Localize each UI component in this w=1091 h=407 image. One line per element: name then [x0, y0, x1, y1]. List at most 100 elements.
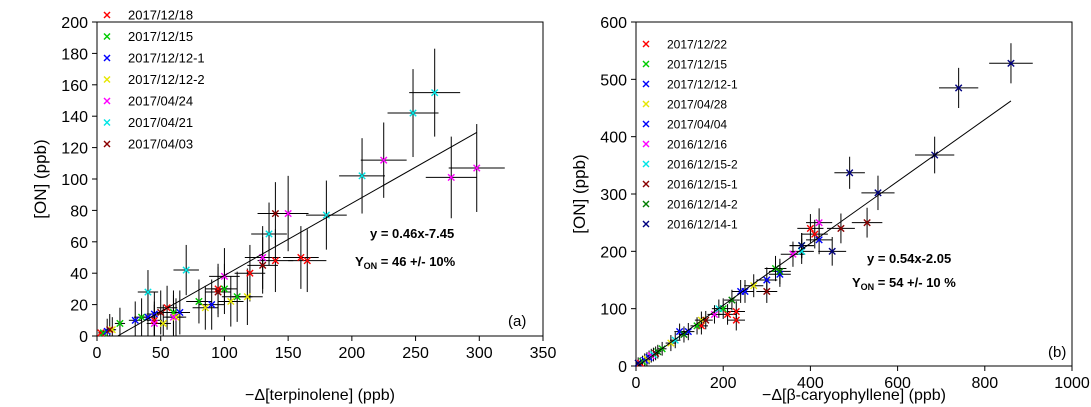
data-point: [789, 250, 797, 258]
data-point: [430, 88, 439, 97]
data-point-stroke: [634, 359, 642, 367]
data-point-stroke: [116, 319, 124, 328]
data-point-stroke: [954, 84, 963, 92]
data-point: [736, 287, 745, 296]
legend-entry: 2017/04/21: [128, 115, 193, 130]
x-axis-label: −Δ[β-caryophyllene] (ppb): [762, 387, 946, 404]
legend-marker-stroke: [642, 60, 650, 68]
legend-marker-stroke: [642, 80, 650, 88]
x-tick-label: 50: [152, 345, 170, 362]
legend-entry: 2017/12/18: [128, 8, 193, 23]
data-point: [680, 330, 688, 339]
data-point: [776, 270, 784, 278]
data-point-stroke: [776, 270, 784, 278]
data-point: [845, 169, 854, 177]
legend-marker-stroke: [103, 97, 111, 105]
data-point: [106, 326, 114, 334]
data-point-stroke: [358, 172, 366, 180]
data-point: [797, 247, 806, 256]
legend-entry: 2017/12/12-2: [128, 72, 205, 87]
y-tick-label: 200: [61, 15, 88, 32]
y-tick-label: 600: [600, 15, 627, 32]
y-tick-label: 100: [61, 172, 88, 189]
panel-label: (b): [1048, 344, 1066, 361]
data-point-stroke: [214, 288, 222, 296]
fit-line: [637, 100, 1012, 367]
data-point-stroke: [99, 329, 108, 337]
data-point: [150, 319, 159, 328]
data-point-stroke: [227, 297, 235, 306]
data-point: [195, 297, 203, 306]
data-point-stroke: [815, 218, 823, 227]
legend-marker-stroke: [642, 200, 650, 208]
data-point-stroke: [144, 288, 152, 296]
data-point-stroke: [297, 253, 305, 262]
data-point-stroke: [144, 313, 152, 321]
data-point-stroke: [322, 211, 331, 219]
panel-label: (a): [508, 313, 526, 330]
y-tick-label: 200: [600, 244, 627, 261]
data-point: [863, 218, 871, 227]
data-point: [634, 359, 642, 367]
data-point-stroke: [258, 261, 267, 270]
data-point-stroke: [201, 304, 210, 312]
x-tick-label: 400: [797, 375, 824, 392]
data-point: [837, 224, 845, 233]
yield-symbol: Y: [852, 275, 861, 290]
legend-marker-stroke: [103, 33, 111, 40]
data-point: [874, 189, 882, 197]
data-point: [358, 172, 366, 180]
data-point-stroke: [776, 267, 784, 276]
data-point-stroke: [723, 310, 732, 319]
data-point-stroke: [182, 266, 190, 274]
legend-marker-stroke: [642, 100, 650, 108]
data-point-stroke: [815, 236, 823, 244]
legend-marker: [103, 119, 111, 126]
data-point-stroke: [233, 293, 241, 301]
data-point: [172, 313, 180, 321]
data-point: [233, 293, 241, 301]
legend-marker: [103, 97, 111, 105]
x-tick-label: 800: [971, 375, 998, 392]
legend-marker: [103, 76, 111, 83]
data-point: [776, 267, 784, 276]
legend-entry: 2017/04/04: [667, 118, 727, 132]
data-point: [815, 236, 823, 244]
legend-marker-stroke: [103, 54, 111, 62]
legend-marker-stroke: [103, 140, 111, 148]
y-axis-label: [ON] (ppb): [570, 154, 589, 233]
fit-equation: y = 0.54x-2.05: [867, 251, 951, 266]
data-point-stroke: [732, 316, 740, 324]
data-point-stroke: [684, 327, 693, 336]
data-point: [265, 230, 273, 238]
legend-marker: [642, 220, 650, 228]
legend-entry: 2016/12/15-1: [667, 178, 738, 192]
data-point: [447, 173, 455, 182]
x-tick-label: 350: [530, 345, 557, 362]
data-point-stroke: [220, 285, 229, 293]
data-point-stroke: [159, 319, 167, 328]
legend-marker: [642, 60, 650, 68]
data-point-stroke: [214, 285, 222, 293]
legend-entry: 2016/12/16: [667, 138, 727, 152]
data-point: [954, 84, 963, 92]
data-point-stroke: [303, 256, 311, 265]
legend-entry: 2017/12/12-1: [667, 78, 738, 92]
data-point-stroke: [732, 307, 740, 316]
data-point-stroke: [702, 316, 710, 324]
data-point: [702, 316, 710, 324]
legend-entry: 2017/04/28: [667, 98, 727, 112]
legend-entry: 2017/12/12-1: [128, 51, 205, 66]
legend-marker-stroke: [642, 220, 650, 228]
data-point: [131, 316, 139, 324]
x-tick-label: 200: [710, 375, 737, 392]
legend-marker-stroke: [103, 76, 111, 83]
legend-marker-stroke: [642, 140, 650, 148]
data-point-stroke: [828, 247, 836, 256]
data-point-stroke: [811, 230, 819, 238]
data-point: [258, 261, 267, 270]
data-point-stroke: [265, 230, 273, 238]
legend-marker: [103, 140, 111, 148]
chart-panel-a: 0 20 40 60 80 100 120 140 160 180 200 0 50 100 150 200 2…: [31, 8, 556, 405]
fit-line: [117, 132, 477, 337]
